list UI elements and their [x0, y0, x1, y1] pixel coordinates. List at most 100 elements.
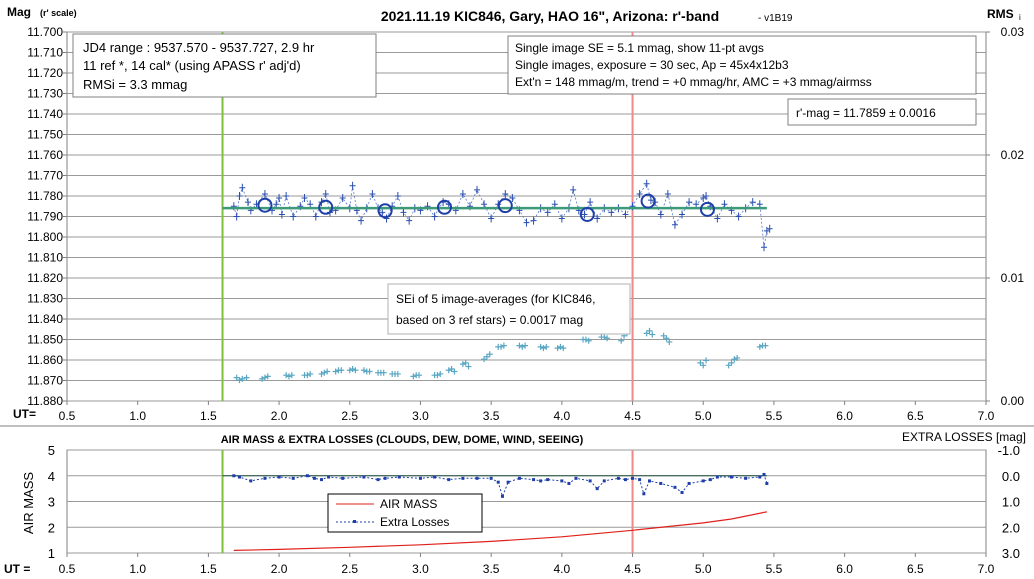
bottom-x-axis-title: UT = — [4, 562, 30, 576]
average-point — [579, 206, 595, 222]
extra-losses-point — [642, 492, 646, 496]
single-image-point — [283, 192, 290, 200]
single-image-point — [358, 216, 365, 225]
extra-losses-point — [715, 475, 719, 479]
extra-losses-point — [762, 472, 766, 476]
single-image-point — [400, 208, 407, 217]
air-mass-line — [233, 511, 768, 551]
single-image-point — [509, 194, 516, 203]
extra-losses-point — [659, 481, 663, 485]
bottom-x-tick-label: 5.5 — [766, 562, 783, 576]
extra-losses-point — [546, 478, 550, 482]
single-image-point — [406, 216, 413, 225]
single-image-point — [558, 214, 565, 223]
info-right-line-1: Single image SE = 5.1 mmag, show 11-pt a… — [515, 41, 764, 55]
y-axis-title-sub: (r' scale) — [40, 8, 77, 18]
top-y-tick-label: 11.790 — [27, 210, 63, 224]
bottom-chart-title: AIR MASS & EXTRA LOSSES (CLOUDS, DEW, DO… — [221, 434, 584, 446]
extra-losses-point — [588, 479, 592, 483]
sei-point — [486, 351, 493, 358]
single-image-point — [349, 181, 356, 190]
extra-losses-point — [291, 476, 295, 480]
sei-point — [540, 345, 547, 352]
bottom-y-axis-title: AIR MASS — [21, 472, 36, 534]
average-point — [640, 193, 656, 209]
extra-losses-point — [305, 474, 309, 478]
y2-axis-title: RMS — [987, 7, 1014, 21]
bottom-x-tick-label: 3.0 — [412, 562, 429, 576]
top-y-tick-label: 11.800 — [27, 230, 63, 244]
sei-point — [703, 357, 710, 364]
single-image-point — [431, 212, 438, 221]
extra-losses-point — [312, 476, 316, 480]
single-image-point — [636, 189, 643, 198]
extra-losses-point — [758, 475, 762, 479]
y2-axis-title-sub: i — [1019, 13, 1021, 22]
bottom-x-tick-label: 1.5 — [200, 562, 217, 576]
bottom-x-tick-label: 5.0 — [695, 562, 712, 576]
sei-point — [604, 335, 611, 342]
extra-losses-point — [744, 476, 748, 480]
sei-point — [338, 367, 345, 374]
extra-losses-point — [489, 476, 493, 480]
extra-losses-point — [517, 476, 521, 480]
top-x-tick-label: 2.5 — [341, 409, 358, 423]
bottom-x-tick-label: 3.5 — [483, 562, 500, 576]
top-y-tick-label: 11.850 — [27, 333, 63, 347]
sei-point — [459, 361, 466, 368]
legend-label-air-mass: AIR MASS — [380, 497, 437, 511]
sei-point — [288, 372, 295, 379]
top-y-tick-label: 11.750 — [27, 128, 63, 142]
single-image-point — [664, 189, 671, 198]
sei-series — [233, 327, 769, 384]
average-point — [257, 197, 273, 213]
bottom-y-tick-label: 1 — [48, 546, 55, 561]
bottom-gridlines — [66, 449, 987, 557]
sei-point — [304, 372, 311, 379]
extra-losses-point — [701, 479, 705, 483]
extra-losses-point — [362, 475, 366, 479]
extra-losses-point — [765, 481, 769, 485]
sei-point — [366, 368, 373, 375]
sei-point — [554, 345, 561, 352]
sei-point — [516, 342, 523, 349]
top-x-tick-label: 3.5 — [483, 409, 500, 423]
top-x-tick-label: 4.5 — [624, 409, 641, 423]
sei-point — [585, 337, 592, 344]
single-image-point — [657, 210, 664, 219]
average-point — [377, 203, 393, 219]
sei-point — [324, 368, 331, 375]
bottom-y-tick-label: 3 — [48, 495, 55, 510]
top-y-tick-label: 11.770 — [27, 169, 63, 183]
sei-point — [557, 343, 564, 350]
sei-point — [601, 334, 608, 341]
bottom-y-tick-labels: 5 4 3 2 1 — [48, 443, 55, 561]
single-image-point — [261, 189, 268, 198]
sei-point — [451, 368, 458, 375]
sei-point — [728, 359, 735, 366]
sei-point — [560, 345, 567, 352]
sei-point — [437, 370, 444, 377]
single-image-point — [301, 194, 308, 203]
top-x-tick-label: 7.0 — [978, 409, 995, 423]
sei-point — [734, 354, 741, 361]
top-y2-tick-labels: 0.03 0.02 0.01 0.00 — [1001, 25, 1025, 408]
single-image-point — [276, 194, 283, 203]
extra-losses-point — [574, 476, 578, 480]
sei-point — [264, 373, 271, 380]
top-x-tick-label: 0.5 — [59, 409, 76, 423]
single-image-point — [383, 214, 390, 223]
single-image-point — [544, 208, 551, 217]
single-image-point — [703, 192, 710, 200]
single-image-point — [581, 210, 588, 219]
top-y-tick-label: 11.780 — [27, 189, 63, 203]
extra-losses-point — [687, 481, 691, 485]
top-y-tick-label: 11.830 — [27, 292, 63, 306]
extra-losses-point — [232, 474, 236, 478]
bottom-x-tick-label: 7.0 — [978, 562, 995, 576]
sei-point — [537, 343, 544, 350]
single-image-point — [233, 212, 240, 221]
sei-point — [394, 370, 401, 377]
sei-point — [261, 374, 268, 381]
sei-point — [283, 372, 290, 379]
